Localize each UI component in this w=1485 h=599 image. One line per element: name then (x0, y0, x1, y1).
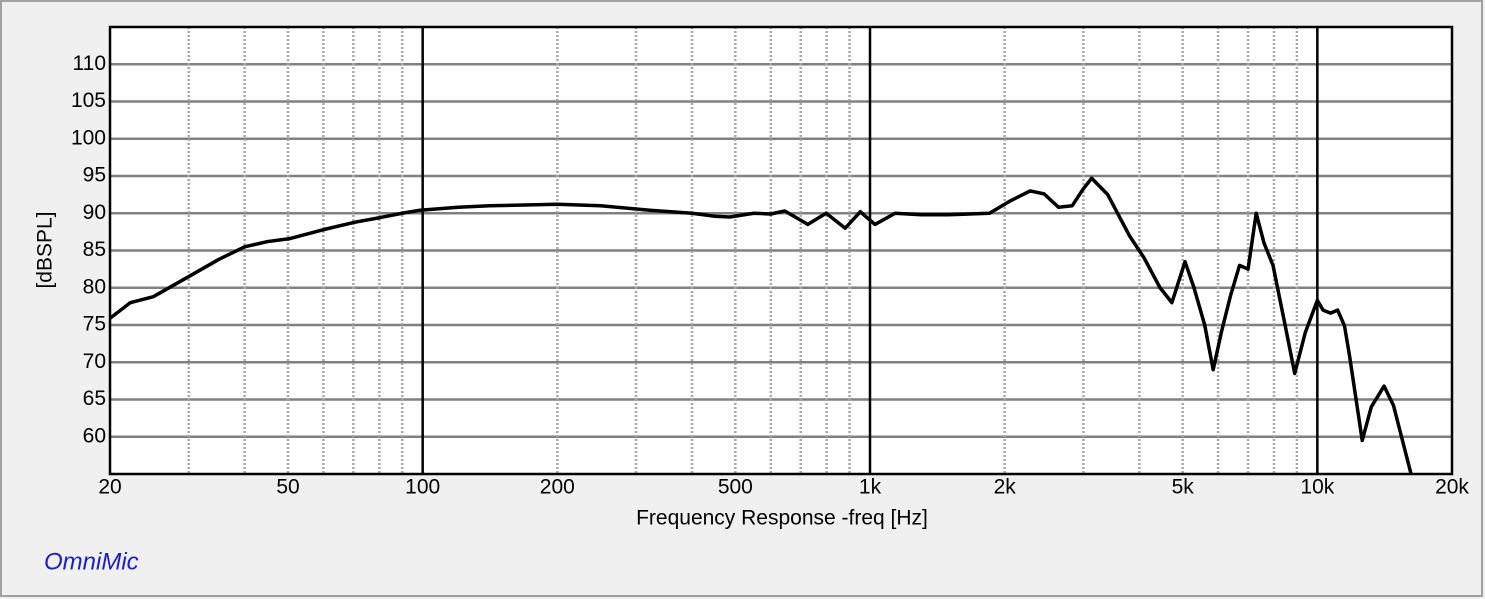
y-tick-label: 60 (83, 424, 106, 447)
y-tick-label: 70 (83, 350, 106, 373)
y-tick-label: 90 (83, 201, 106, 224)
y-tick-label: 110 (73, 52, 106, 75)
watermark: OmniMic (44, 548, 139, 575)
y-tick-label: 85 (83, 238, 106, 261)
y-tick-label: 105 (71, 89, 106, 112)
x-tick-label: 10k (1300, 476, 1334, 499)
x-tick-label: 500 (718, 476, 753, 499)
response-line (110, 176, 1413, 474)
y-tick-label: 65 (83, 387, 106, 410)
y-axis-label: [dBSPL] (34, 211, 57, 288)
x-tick-label: 5k (1172, 476, 1195, 499)
y-tick-label: 95 (83, 164, 106, 187)
x-tick-label: 1k (859, 476, 882, 499)
tick-labels: 60 65 70 75 80 85 90 95 100 105 110 20 50 100 200 500 1k… (71, 52, 1469, 499)
x-tick-label: 20 (98, 476, 121, 499)
x-tick-label: 200 (540, 476, 575, 499)
y-tick-label: 100 (71, 126, 106, 149)
x-axis-label: Frequency Response -freq [Hz] (636, 507, 928, 530)
y-tick-label: 80 (83, 275, 106, 298)
x-tick-label: 2k (994, 476, 1017, 499)
plot-border (108, 25, 1454, 476)
x-tick-label: 20k (1435, 476, 1469, 499)
marks (110, 176, 1413, 474)
x-tick-label: 100 (405, 476, 440, 499)
y-tick-label: 75 (83, 313, 106, 336)
x-tick-label: 50 (276, 476, 299, 499)
